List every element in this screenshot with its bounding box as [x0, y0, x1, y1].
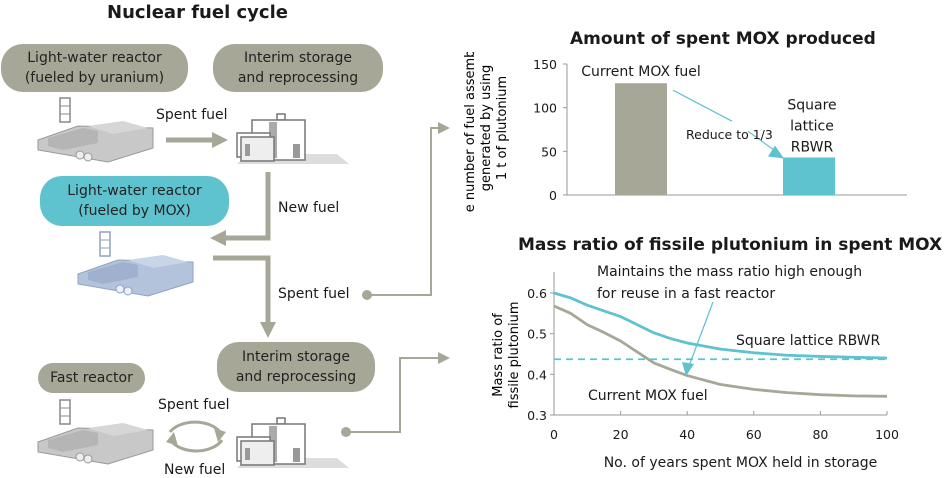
- node-interim-1-line1: Interim storage: [243, 50, 353, 66]
- connector-to-bar-chart: [362, 122, 450, 300]
- node-lwr-mox: Light-water reactor (fueled by MOX): [40, 176, 229, 226]
- facility-icon-1: [236, 113, 349, 164]
- bar-label-rbwr-line: Square: [787, 97, 836, 113]
- bar-ytick-label: 150: [533, 57, 557, 72]
- node-fast-reactor-label: Fast reactor: [50, 370, 133, 386]
- maintains-annotation-line: [688, 301, 714, 367]
- line-ylabel-line2: fissile plutonium: [507, 302, 522, 409]
- node-interim-1-line2: and reprocessing: [237, 70, 359, 86]
- node-lwr-mox-line1: Light-water reactor: [67, 183, 202, 199]
- diagram-title: Nuclear fuel cycle: [107, 2, 288, 23]
- line-chart-title: Mass ratio of fissile plutonium in spent…: [518, 235, 943, 255]
- maintains-annotation-line1: Maintains the mass ratio high enough: [597, 264, 862, 280]
- bar-current-mox: [615, 83, 667, 195]
- bar-ytick-label: 50: [541, 144, 557, 159]
- line-chart: Mass ratio of fissile plutonium 0.3 0.4 0.…: [491, 264, 899, 471]
- flow-label-new-fuel-2: New fuel: [164, 462, 226, 478]
- line-xtick-label: 40: [679, 427, 695, 442]
- reactor-icon-mox: [77, 231, 194, 297]
- node-interim-2-line1: Interim storage: [241, 349, 351, 365]
- maintains-annotation-line2: for reuse in a fast reactor: [597, 286, 775, 302]
- cycle-arrow-head-1: [214, 428, 226, 442]
- line-ytick-label: 0.6: [527, 286, 547, 301]
- maintains-annotation: Maintains the mass ratio high enough for…: [597, 264, 862, 376]
- series-line-square-lattice-rbwr: [553, 291, 888, 360]
- line-xtick-label: 20: [613, 427, 629, 442]
- node-interim-storage-1: Interim storage and reprocessing: [213, 44, 383, 92]
- bar-ylabel-line3: 1 t of plutonium: [495, 76, 510, 180]
- node-interim-storage-2: Interim storage and reprocessing: [217, 342, 375, 392]
- reduce-annotation-line-2: [747, 130, 777, 152]
- flow-label-new-fuel-1: New fuel: [278, 200, 340, 216]
- node-interim-2-line2: and reprocessing: [235, 369, 357, 385]
- arrow-spent-fuel-1: [166, 132, 228, 148]
- line-ylabel-line1: Mass ratio of: [491, 313, 506, 397]
- bar-chart: The number of fuel assemblies generated …: [463, 52, 907, 212]
- series-label-current-mox: Current MOX fuel: [588, 388, 708, 404]
- line-chart-ylabel: Mass ratio of fissile plutonium: [491, 302, 522, 409]
- bar-label-rbwr-line: RBWR: [791, 139, 834, 155]
- bar-ytick-label: 100: [533, 101, 557, 116]
- flow-label-spent-fuel-3: Spent fuel: [158, 397, 230, 413]
- facility-icon-2: [236, 417, 349, 468]
- bar-label-rbwr-line: lattice: [790, 118, 834, 134]
- reduce-annotation-arrowhead: [768, 145, 784, 159]
- bar-square-lattice-rbwr: [783, 157, 835, 195]
- maintains-annotation-arrowhead: [682, 362, 694, 376]
- line-xtick-label: 100: [875, 427, 899, 442]
- node-fast-reactor: Fast reactor: [38, 363, 145, 393]
- cycle-arrow-head-2: [166, 432, 178, 446]
- line-xtick-label: 60: [746, 427, 762, 442]
- diagram-graphics: [37, 97, 450, 468]
- bar-chart-ylabel: The number of fuel assemblies generated …: [463, 52, 510, 212]
- line-ytick-label: 0.5: [527, 327, 547, 342]
- node-lwr-uranium-line1: Light-water reactor: [27, 50, 162, 66]
- flow-label-spent-fuel-2: Spent fuel: [278, 286, 350, 302]
- node-lwr-uranium-line2: (fueled by uranium): [24, 70, 165, 86]
- line-chart-xlabel: No. of years spent MOX held in storage: [604, 455, 878, 471]
- line-ytick-label: 0.3: [527, 408, 547, 423]
- line-xtick-label: 80: [812, 427, 828, 442]
- node-lwr-uranium: Light-water reactor (fueled by uranium): [1, 44, 188, 92]
- cycle-arrows-icon: [168, 420, 224, 453]
- reactor-icon-uranium: [37, 97, 154, 163]
- node-lwr-mox-line2: (fueled by MOX): [78, 203, 191, 219]
- reduce-annotation-line: [672, 89, 733, 122]
- bar-label-current-mox: Current MOX fuel: [581, 64, 701, 80]
- flow-arrows: [166, 122, 450, 453]
- line-xtick-label: 0: [550, 427, 558, 442]
- reduce-annotation: Reduce to 1/3: [672, 89, 784, 159]
- reactor-icon-fast: [37, 399, 154, 465]
- series-line-current-mox: [553, 304, 888, 398]
- bar-ylabel-line1: The number of fuel assemblies: [463, 52, 478, 212]
- reduce-annotation-text: Reduce to 1/3: [686, 127, 773, 142]
- arrow-spent-fuel-2: [213, 255, 276, 338]
- flow-label-spent-fuel-1: Spent fuel: [156, 107, 228, 123]
- series-label-square-lattice-rbwr: Square lattice RBWR: [736, 333, 881, 349]
- bar-chart-title: Amount of spent MOX produced: [570, 29, 876, 49]
- arrow-new-fuel-1: [210, 172, 271, 246]
- line-ytick-label: 0.4: [527, 367, 547, 382]
- bar-ytick-label: 0: [549, 188, 557, 203]
- bar-ylabel-line2: generated by using: [479, 65, 494, 191]
- connector-to-line-chart: [341, 352, 450, 437]
